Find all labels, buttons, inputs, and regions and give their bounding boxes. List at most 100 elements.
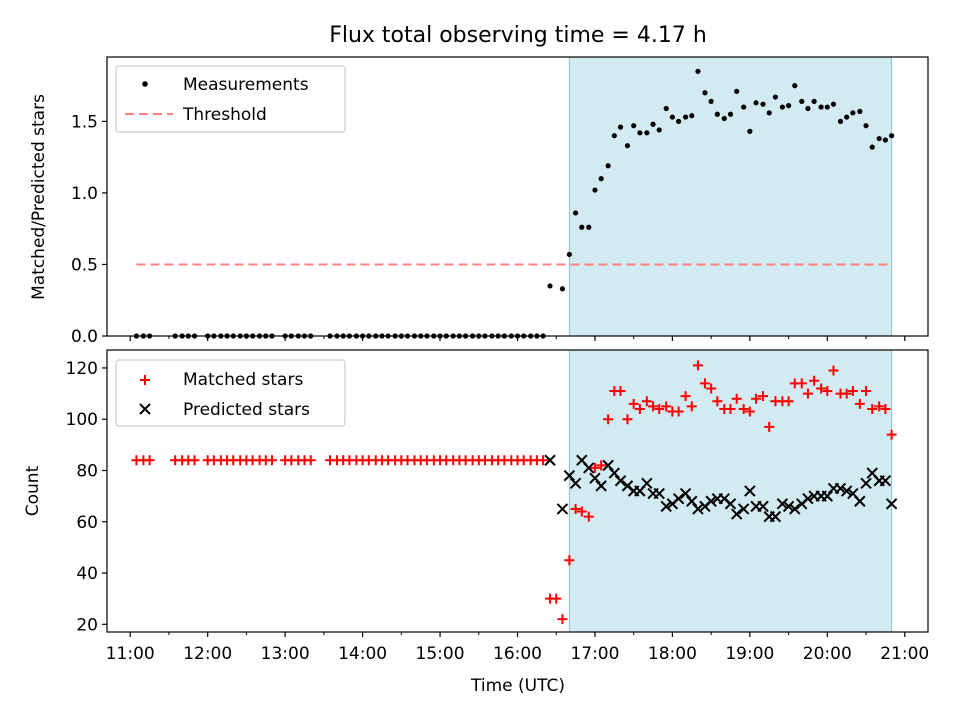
- top-ytick-label: 1.0: [71, 184, 98, 204]
- bottom-xtick-label: 12:00: [183, 644, 232, 664]
- figure-title: Flux total observing time = 4.17 h: [329, 23, 707, 48]
- matched-star-point: [783, 396, 794, 407]
- matched-star-point: [764, 421, 775, 432]
- matched-star-point: [796, 378, 807, 389]
- matched-star-point: [557, 614, 568, 625]
- matched-star-point: [802, 388, 813, 399]
- matched-star-point: [828, 365, 839, 376]
- matched-star-point: [576, 506, 587, 517]
- measurement-point: [669, 114, 676, 120]
- bottom-xtick-label: 17:00: [570, 644, 619, 664]
- predicted-star-point: [660, 500, 672, 513]
- legend-predicted-marker: [139, 403, 151, 415]
- measurement-point: [792, 83, 798, 89]
- bottom-xtick-label: 21:00: [880, 644, 929, 664]
- predicted-star-point: [589, 472, 601, 484]
- measurement-point: [663, 105, 669, 112]
- matched-star-point: [712, 396, 723, 407]
- measurement-point: [566, 251, 572, 258]
- predicted-star-point: [679, 487, 692, 500]
- matched-star-point: [673, 406, 684, 417]
- bottom-xtick-label: 15:00: [416, 644, 465, 664]
- bottom-xtick-label: 16:00: [493, 644, 542, 664]
- bottom-axes-frame: [106, 349, 929, 633]
- measurement-point: [624, 143, 631, 149]
- measurement-point: [598, 176, 604, 182]
- matched-star-point: [603, 414, 614, 425]
- predicted-star-point: [744, 485, 756, 497]
- matched-star-point: [538, 455, 549, 466]
- top-ytick-label: 1.5: [71, 112, 98, 132]
- measurement-point: [753, 100, 759, 106]
- measurement-point: [605, 163, 611, 169]
- predicted-star-point: [563, 469, 576, 482]
- matched-star-point: [731, 393, 742, 404]
- matched-star-point: [680, 391, 691, 402]
- matched-star-point: [699, 378, 710, 389]
- bottom-ytick-label: 120: [66, 359, 98, 379]
- top-ytick-label: 0.5: [71, 255, 98, 275]
- bottom-xtick-label: 19:00: [725, 644, 774, 664]
- bottom-ytick-label: 100: [66, 410, 98, 430]
- matched-star-point: [686, 401, 697, 412]
- matched-star-point: [661, 401, 672, 412]
- measurement-point: [805, 105, 811, 112]
- measurement-point: [676, 118, 682, 124]
- matched-star-point: [266, 455, 277, 466]
- matched-star-point: [654, 403, 665, 414]
- measurement-point: [586, 224, 592, 230]
- predicted-star-point: [789, 503, 801, 515]
- measurement-point: [579, 224, 585, 230]
- bottom-xtick-label: 18:00: [648, 644, 697, 664]
- predicted-star-point: [737, 503, 750, 515]
- measurement-point: [727, 111, 734, 117]
- predicted-star-point: [544, 454, 556, 466]
- matched-star-point: [570, 503, 581, 514]
- matched-star-point: [847, 386, 858, 397]
- predicted-star-point: [860, 477, 872, 490]
- predicted-star-point: [885, 498, 898, 510]
- matched-star-point: [822, 386, 833, 397]
- measurement-point: [818, 104, 824, 110]
- measurement-point: [850, 110, 856, 116]
- measurement-point: [863, 123, 869, 129]
- predicted-star-point: [769, 510, 782, 523]
- matched-star-point: [867, 403, 878, 414]
- measurement-point: [644, 130, 650, 136]
- predicted-star-point: [641, 477, 653, 490]
- top-ylabel: Matched/Predicted stars: [29, 94, 49, 300]
- matched-star-point: [589, 462, 600, 473]
- predicted-star-point: [757, 500, 769, 513]
- measurement-point: [888, 133, 895, 139]
- matched-star-point: [189, 455, 200, 466]
- measurement-point: [747, 128, 753, 134]
- predicted-star-point: [583, 462, 595, 474]
- matched-star-point: [596, 460, 607, 471]
- matched-star-point: [751, 393, 762, 404]
- measurement-point: [695, 68, 701, 74]
- matched-star-point: [744, 406, 755, 417]
- measurement-point: [656, 127, 662, 133]
- predicted-star-point: [569, 477, 582, 490]
- predicted-star-point: [686, 495, 698, 507]
- matched-star-point: [809, 375, 820, 386]
- measurement-point: [637, 130, 643, 136]
- bottom-ytick-label: 40: [76, 564, 98, 584]
- matched-star-point: [628, 398, 639, 409]
- measurement-point: [714, 111, 720, 117]
- matched-star-point: [648, 401, 659, 412]
- predicted-star-point: [840, 485, 853, 497]
- measurement-point: [766, 110, 772, 116]
- predicted-star-point: [730, 508, 743, 520]
- measurement-point: [702, 90, 708, 96]
- predicted-star-point: [608, 467, 621, 479]
- predicted-star-point: [595, 480, 607, 492]
- bottom-xtick-label: 14:00: [338, 644, 387, 664]
- bottom-xtick-label: 11:00: [106, 644, 155, 664]
- predicted-star-point: [614, 475, 627, 487]
- measurement-point: [779, 104, 785, 110]
- matched-star-point: [874, 401, 885, 412]
- measurement-point: [882, 137, 889, 143]
- measurement-point: [869, 144, 875, 150]
